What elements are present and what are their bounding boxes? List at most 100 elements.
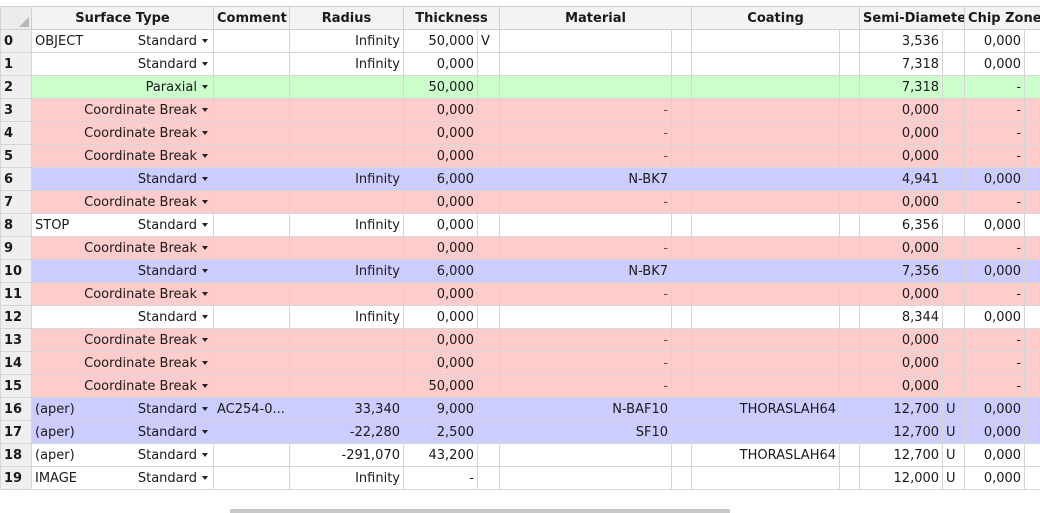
chip-zone-cell[interactable]: 0,000 — [964, 52, 1026, 76]
header-coating[interactable]: Coating — [691, 6, 861, 30]
material-solve-cell[interactable] — [671, 144, 693, 168]
comment-cell[interactable] — [213, 374, 290, 398]
thickness-solve-cell[interactable] — [476, 236, 501, 260]
thickness-cell[interactable]: 0,000 — [403, 144, 478, 168]
chip-zone-cell[interactable]: 0,000 — [964, 420, 1026, 444]
comment-cell[interactable] — [213, 98, 290, 122]
material-cell[interactable]: - — [499, 236, 673, 260]
coating-cell[interactable] — [691, 213, 841, 237]
material-solve-cell[interactable] — [671, 443, 693, 467]
coating-cell[interactable] — [691, 98, 841, 122]
comment-cell[interactable]: AC254-0... — [213, 397, 290, 421]
material-cell[interactable] — [499, 29, 673, 53]
semi-diameter-cell[interactable]: 3,536 — [859, 29, 944, 53]
surface-number[interactable]: 12 — [0, 305, 32, 329]
dropdown-arrow-icon[interactable] — [202, 62, 208, 66]
chip-zone-cell[interactable]: 0,000 — [964, 213, 1026, 237]
thickness-cell[interactable]: 0,000 — [403, 351, 478, 375]
header-semi-diameter[interactable]: Semi-Diameter — [859, 6, 966, 30]
thickness-solve-cell[interactable] — [476, 351, 501, 375]
thickness-solve-cell[interactable] — [476, 397, 501, 421]
radius-cell[interactable] — [289, 75, 404, 99]
material-solve-cell[interactable] — [671, 397, 693, 421]
coating-cell[interactable] — [691, 29, 841, 53]
chip-zone-solve-cell[interactable] — [1024, 190, 1040, 214]
comment-cell[interactable] — [213, 282, 290, 306]
material-cell[interactable] — [499, 443, 673, 467]
radius-cell[interactable]: -291,070 — [289, 443, 404, 467]
surface-number[interactable]: 13 — [0, 328, 32, 352]
chip-zone-solve-cell[interactable] — [1024, 466, 1040, 490]
coating-solve-cell[interactable] — [839, 351, 861, 375]
comment-cell[interactable] — [213, 167, 290, 191]
thickness-cell[interactable]: 6,000 — [403, 259, 478, 283]
radius-cell[interactable] — [289, 190, 404, 214]
material-solve-cell[interactable] — [671, 374, 693, 398]
chip-zone-solve-cell[interactable] — [1024, 443, 1040, 467]
semi-diameter-solve-cell[interactable]: U — [942, 466, 966, 490]
semi-diameter-cell[interactable]: 7,318 — [859, 52, 944, 76]
coating-solve-cell[interactable] — [839, 466, 861, 490]
thickness-cell[interactable]: 0,000 — [403, 305, 478, 329]
semi-diameter-cell[interactable]: 12,000 — [859, 466, 944, 490]
surface-number[interactable]: 9 — [0, 236, 32, 260]
surface-number[interactable]: 11 — [0, 282, 32, 306]
material-solve-cell[interactable] — [671, 52, 693, 76]
header-radius[interactable]: Radius — [289, 6, 404, 30]
chip-zone-solve-cell[interactable] — [1024, 328, 1040, 352]
material-solve-cell[interactable] — [671, 351, 693, 375]
comment-cell[interactable] — [213, 328, 290, 352]
dropdown-arrow-icon[interactable] — [202, 315, 208, 319]
dropdown-arrow-icon[interactable] — [202, 85, 208, 89]
comment-cell[interactable] — [213, 213, 290, 237]
chip-zone-cell[interactable]: - — [964, 75, 1026, 99]
material-cell[interactable]: SF10 — [499, 420, 673, 444]
semi-diameter-solve-cell[interactable] — [942, 190, 966, 214]
semi-diameter-cell[interactable]: 0,000 — [859, 98, 944, 122]
thickness-solve-cell[interactable] — [476, 420, 501, 444]
material-cell[interactable]: N-BK7 — [499, 259, 673, 283]
material-solve-cell[interactable] — [671, 259, 693, 283]
thickness-cell[interactable]: 43,200 — [403, 443, 478, 467]
thickness-cell[interactable]: - — [403, 466, 478, 490]
chip-zone-cell[interactable]: - — [964, 328, 1026, 352]
radius-cell[interactable]: Infinity — [289, 52, 404, 76]
surface-row[interactable]: 3 Coordinate Break 0,000-0,000- — [0, 98, 1040, 122]
semi-diameter-cell[interactable]: 0,000 — [859, 328, 944, 352]
chip-zone-cell[interactable]: - — [964, 282, 1026, 306]
coating-cell[interactable] — [691, 420, 841, 444]
header-thickness[interactable]: Thickness — [402, 6, 501, 30]
material-cell[interactable] — [499, 213, 673, 237]
thickness-solve-cell[interactable] — [476, 213, 501, 237]
surface-number[interactable]: 19 — [0, 466, 32, 490]
surface-type-cell[interactable]: Standard — [31, 52, 214, 76]
chip-zone-cell[interactable]: 0,000 — [964, 443, 1026, 467]
dropdown-arrow-icon[interactable] — [202, 453, 208, 457]
material-solve-cell[interactable] — [671, 121, 693, 145]
header-comment[interactable]: Comment — [213, 6, 290, 30]
coating-cell[interactable]: THORASLAH64 — [691, 443, 841, 467]
material-cell[interactable]: N-BAF10 — [499, 397, 673, 421]
chip-zone-cell[interactable]: - — [964, 190, 1026, 214]
radius-cell[interactable] — [289, 144, 404, 168]
coating-solve-cell[interactable] — [839, 98, 861, 122]
semi-diameter-solve-cell[interactable]: U — [942, 420, 966, 444]
surface-row[interactable]: 4 Coordinate Break 0,000-0,000- — [0, 121, 1040, 145]
semi-diameter-cell[interactable]: 0,000 — [859, 374, 944, 398]
header-material[interactable]: Material — [499, 6, 693, 30]
chip-zone-solve-cell[interactable] — [1024, 351, 1040, 375]
radius-cell[interactable] — [289, 374, 404, 398]
material-solve-cell[interactable] — [671, 190, 693, 214]
surface-row[interactable]: 8 STOP Standard Infinity 0,000 6,356 0,000 — [0, 213, 1040, 237]
thickness-solve-cell[interactable]: V — [476, 29, 501, 53]
dropdown-arrow-icon[interactable] — [202, 131, 208, 135]
semi-diameter-cell[interactable]: 4,941 — [859, 167, 944, 191]
surface-row[interactable]: 5 Coordinate Break 0,000-0,000- — [0, 144, 1040, 168]
material-cell[interactable] — [499, 75, 673, 99]
chip-zone-cell[interactable]: - — [964, 121, 1026, 145]
chip-zone-solve-cell[interactable] — [1024, 259, 1040, 283]
surface-number[interactable]: 0 — [0, 29, 32, 53]
thickness-solve-cell[interactable] — [476, 466, 501, 490]
radius-cell[interactable]: Infinity — [289, 259, 404, 283]
surface-number[interactable]: 2 — [0, 75, 32, 99]
